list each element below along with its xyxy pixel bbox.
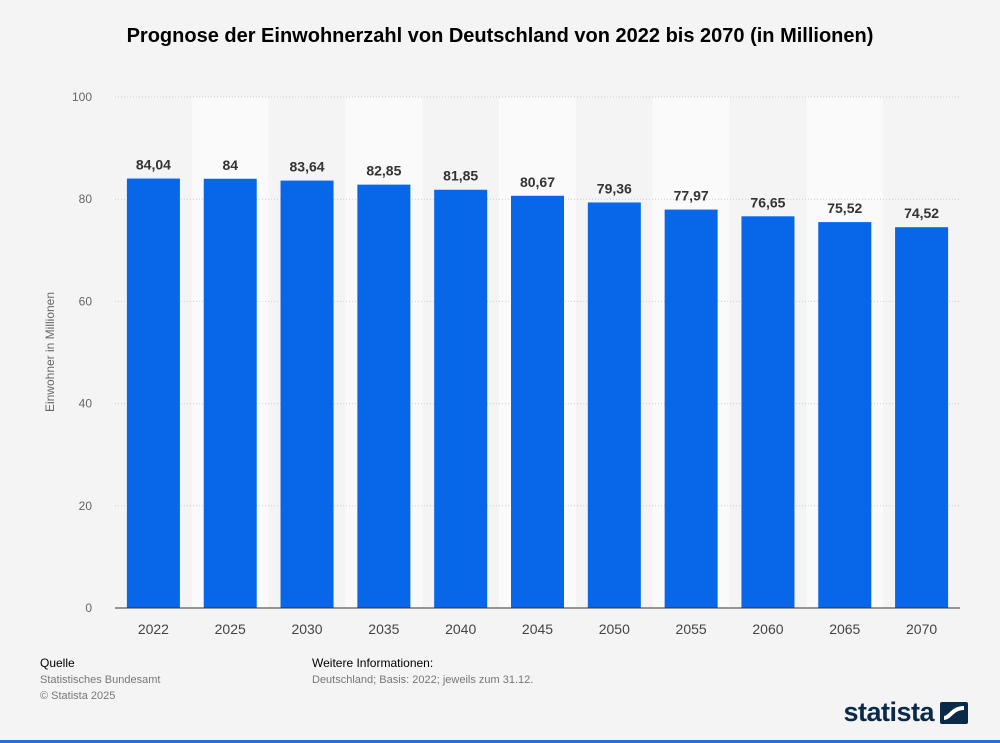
- info-label: Weitere Informationen:: [312, 656, 434, 670]
- x-axis-ticks: 2022 2025 2030 2035 2040 2045 2050 2055 2060 2065…: [138, 621, 938, 637]
- y-tick-label: 100: [72, 90, 92, 104]
- bar[interactable]: [818, 222, 872, 608]
- x-tick-label: 2030: [291, 621, 322, 637]
- x-tick-label: 2070: [906, 621, 937, 637]
- bar[interactable]: [126, 178, 180, 608]
- copyright: © Statista 2025: [40, 690, 116, 702]
- bar[interactable]: [895, 227, 949, 608]
- data-label: 80,67: [520, 174, 555, 190]
- x-tick-label: 2045: [522, 621, 553, 637]
- bar[interactable]: [741, 216, 795, 609]
- data-label: 83,64: [290, 159, 325, 175]
- brand-name: statista: [843, 697, 934, 727]
- source-name: Statistisches Bundesamt: [40, 674, 161, 686]
- y-tick-label: 40: [79, 397, 93, 411]
- x-tick-label: 2040: [445, 621, 476, 637]
- statista-logo[interactable]: statista: [843, 697, 968, 728]
- y-tick-label: 0: [85, 601, 92, 615]
- data-label: 79,36: [597, 180, 632, 196]
- y-tick-label: 60: [79, 294, 93, 308]
- chart-title: Prognose der Einwohnerzahl von Deutschla…: [126, 25, 874, 47]
- info-text: Deutschland; Basis: 2022; jeweils zum 31…: [312, 674, 534, 686]
- bar[interactable]: [587, 202, 641, 608]
- data-label: 74,52: [904, 205, 939, 221]
- statista-logo-icon: [940, 701, 968, 724]
- data-label: 77,97: [674, 188, 709, 204]
- y-axis-ticks: 0 20 40 60 80 100: [72, 90, 92, 615]
- data-label: 76,65: [750, 194, 785, 210]
- x-tick-label: 2035: [368, 621, 399, 637]
- y-tick-label: 20: [79, 499, 93, 513]
- source-label: Quelle: [40, 656, 75, 670]
- data-label: 82,85: [366, 163, 401, 179]
- x-tick-label: 2055: [676, 621, 707, 637]
- data-label: 75,52: [827, 200, 862, 216]
- y-axis-label: Einwohner in Millionen: [43, 292, 57, 412]
- bar[interactable]: [357, 184, 411, 608]
- bar[interactable]: [510, 195, 565, 608]
- y-tick-label: 80: [79, 192, 93, 206]
- bar[interactable]: [203, 178, 257, 608]
- x-tick-label: 2060: [752, 621, 783, 637]
- x-tick-label: 2065: [829, 621, 860, 637]
- x-tick-label: 2025: [215, 621, 246, 637]
- x-tick-label: 2022: [138, 621, 169, 637]
- bar[interactable]: [664, 209, 718, 608]
- x-tick-label: 2050: [599, 621, 630, 637]
- data-label: 84,04: [136, 157, 171, 173]
- bar[interactable]: [280, 180, 334, 608]
- bar[interactable]: [434, 189, 488, 608]
- data-label: 84: [222, 157, 238, 173]
- data-label: 81,85: [443, 168, 478, 184]
- bottom-accent-line: [0, 740, 1000, 743]
- bars: [126, 178, 949, 609]
- data-labels: 84,04 84 83,64 82,85 81,85 80,67 79,36 77,97 76,…: [136, 157, 939, 222]
